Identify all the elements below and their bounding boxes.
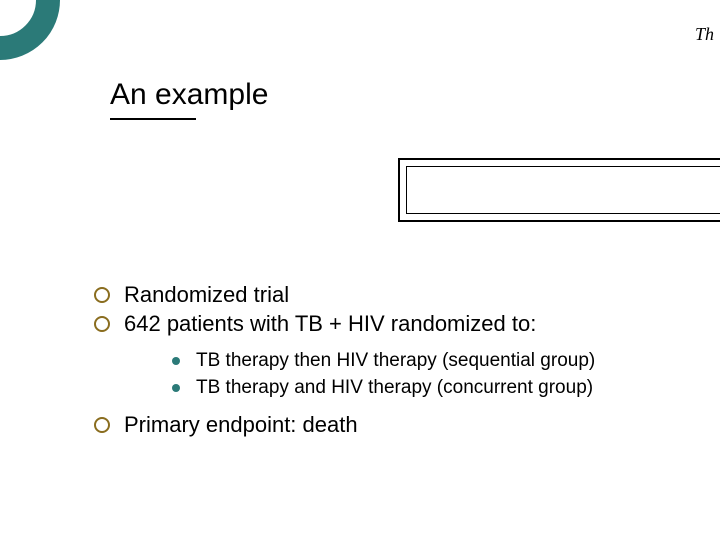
list-item: Randomized trial bbox=[86, 280, 690, 309]
list-item: TB therapy then HIV therapy (sequential … bbox=[168, 348, 690, 373]
list-item: 642 patients with TB + HIV randomized to… bbox=[86, 309, 690, 400]
bullet-list-level1: Randomized trial 642 patients with TB + … bbox=[86, 280, 690, 439]
slide-body: Randomized trial 642 patients with TB + … bbox=[86, 280, 690, 439]
list-item-text: TB therapy then HIV therapy (sequential … bbox=[196, 350, 595, 371]
empty-framed-box bbox=[398, 158, 720, 222]
list-item: Primary endpoint: death bbox=[86, 410, 690, 439]
list-item-text: Primary endpoint: death bbox=[124, 412, 358, 437]
slide-title-block: An example bbox=[110, 78, 268, 120]
list-item-text: TB therapy and HIV therapy (concurrent g… bbox=[196, 377, 593, 398]
slide-title: An example bbox=[110, 78, 268, 112]
decorative-corner-ring bbox=[0, 0, 60, 60]
bullet-list-level2: TB therapy then HIV therapy (sequential … bbox=[168, 348, 690, 400]
list-item-text: 642 patients with TB + HIV randomized to… bbox=[124, 311, 536, 336]
stray-corner-text: Th bbox=[695, 24, 714, 45]
empty-framed-box-inner bbox=[406, 166, 720, 214]
list-item: TB therapy and HIV therapy (concurrent g… bbox=[168, 375, 690, 400]
title-underline bbox=[110, 118, 196, 120]
list-item-text: Randomized trial bbox=[124, 282, 289, 307]
